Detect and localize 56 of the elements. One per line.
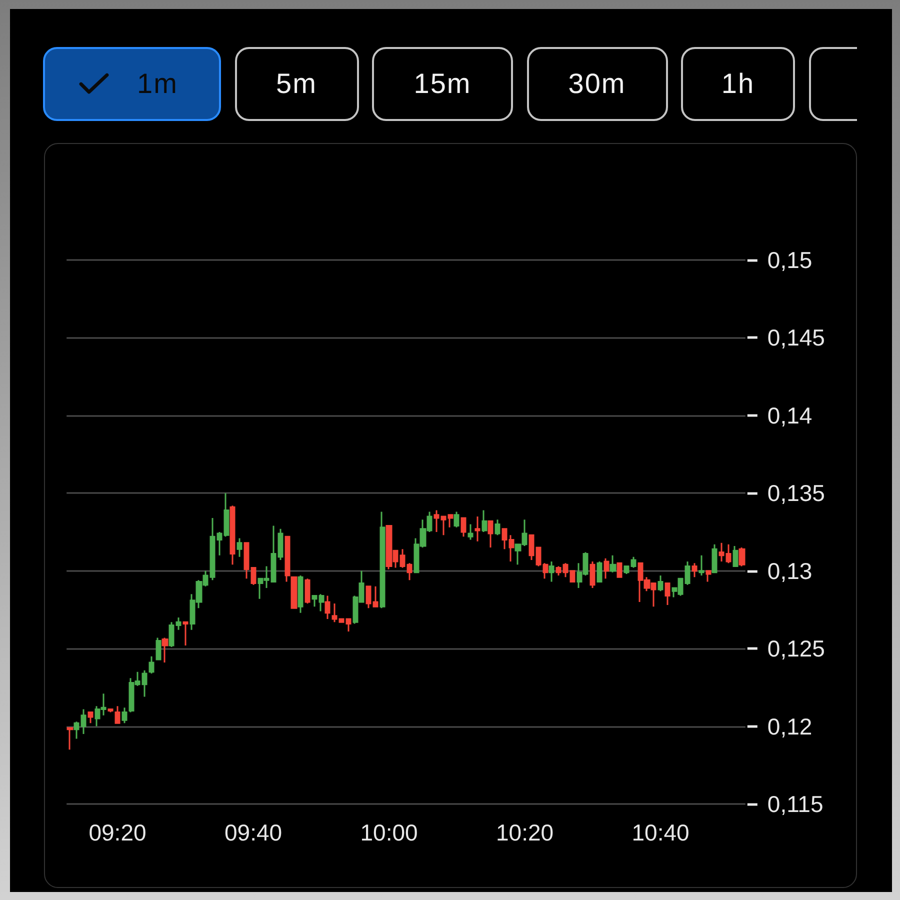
y-tick-label: 0,115 [767,791,824,817]
candlestick [604,558,610,580]
y-tick-label: 0,13 [767,558,812,584]
candlestick [284,536,290,582]
candlestick [460,517,466,538]
candlestick [230,504,236,566]
candlestick [236,537,242,558]
y-tick-label: 0,125 [767,636,825,662]
candlestick [66,727,74,750]
candlestick [610,554,616,574]
x-tick-label: 10:20 [496,820,554,846]
candlestick [304,578,310,604]
y-tick-label: 0,12 [767,713,812,740]
candlestick [290,576,298,609]
candlestick [468,523,474,541]
candlestick [182,621,188,646]
candlestick [738,546,746,567]
candlestick [616,562,622,578]
candlestick [474,516,480,542]
candlestick [706,570,712,582]
time-button: 1h [681,47,795,121]
x-tick-label: 10:40 [632,820,690,846]
y-tick-label: 0,14 [767,402,812,428]
time-button: 5m [234,47,358,121]
candlestick [482,509,488,533]
candlestick [148,656,154,674]
x-tick-label: 09:20 [88,820,146,846]
time-button: 30m [526,47,668,121]
candlestick [732,545,738,567]
time-button: 1m [43,47,221,121]
candlestick [712,544,718,574]
y-tick-label: 0,145 [767,324,825,351]
candlestick [162,636,168,664]
candlestick [122,706,128,724]
candlestick [488,520,494,548]
candlestick [548,560,554,582]
x-tick-label: 09:40 [224,820,282,846]
candlestick [114,705,120,724]
time-button: 15m [372,47,513,121]
candlestick [298,574,304,614]
candlestick [454,511,460,528]
candlestick [494,518,500,536]
candlestick [156,636,162,660]
candlestick [658,574,664,592]
candlestick [692,562,698,578]
candlestick [698,554,704,576]
candlestick [380,511,386,609]
y-tick-label: 0,15 [767,247,812,273]
candlestick [664,582,670,606]
x-tick-label: 10:00 [360,820,418,846]
candlestick [596,560,602,582]
candlestick [108,708,114,714]
candlestick [590,560,596,589]
candlestick [324,594,330,620]
y-tick-label: 0,135 [767,480,825,506]
candlestick [88,712,94,724]
